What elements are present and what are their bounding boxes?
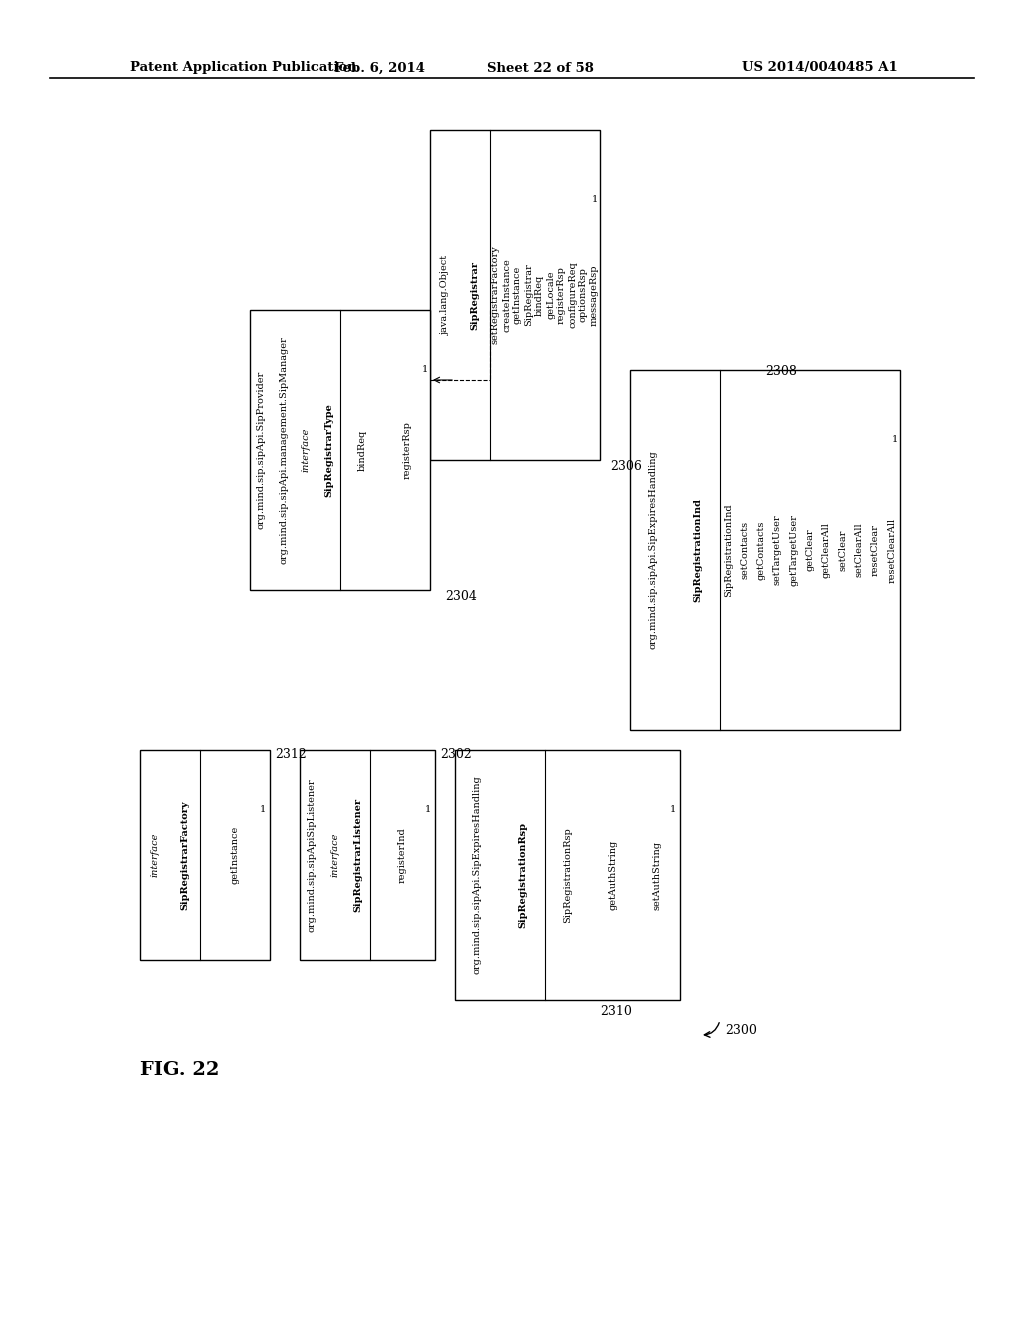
Text: 1: 1 — [892, 436, 898, 445]
Text: getClear: getClear — [806, 529, 814, 572]
Text: SipRegistrarType: SipRegistrarType — [325, 403, 333, 496]
Text: getClearAll: getClearAll — [822, 523, 830, 578]
Text: registerRsp: registerRsp — [403, 421, 412, 479]
Text: SipRegistrarFactory: SipRegistrarFactory — [180, 800, 189, 909]
Text: optionsRsp: optionsRsp — [579, 268, 588, 322]
Text: java.lang.Object: java.lang.Object — [440, 255, 450, 335]
Text: 2310: 2310 — [600, 1005, 632, 1018]
Text: configureReq: configureReq — [568, 261, 577, 329]
Bar — [455, 750, 680, 1001]
Text: setAuthString: setAuthString — [653, 841, 662, 909]
Text: registerInd: registerInd — [398, 828, 407, 883]
Text: 2306: 2306 — [610, 459, 642, 473]
Text: 1: 1 — [670, 805, 676, 814]
Bar — [250, 310, 430, 590]
Text: 1: 1 — [425, 805, 431, 814]
Text: 2302: 2302 — [440, 748, 472, 762]
Text: org.mind.sip.sipApi.SipProvider: org.mind.sip.sipApi.SipProvider — [257, 371, 266, 529]
Text: getInstance: getInstance — [230, 826, 240, 884]
Text: messageRsp: messageRsp — [590, 264, 599, 326]
Text: org.mind.sip.sipApiSipListener: org.mind.sip.sipApiSipListener — [307, 779, 316, 932]
Text: interface: interface — [151, 833, 160, 878]
Text: 2312: 2312 — [275, 748, 307, 762]
Text: 1: 1 — [260, 805, 266, 814]
Text: US 2014/0040485 A1: US 2014/0040485 A1 — [742, 62, 898, 74]
Text: getAuthString: getAuthString — [608, 840, 617, 909]
Text: registerRsp: registerRsp — [557, 267, 566, 323]
Text: org.mind.sip.sipApi.SipExpiresHandling: org.mind.sip.sipApi.SipExpiresHandling — [473, 776, 482, 974]
Bar — [630, 370, 900, 730]
Bar — [140, 750, 270, 960]
Text: SipRegistrarListener: SipRegistrarListener — [354, 797, 362, 912]
Text: Patent Application Publication: Patent Application Publication — [130, 62, 356, 74]
Text: bindReq: bindReq — [535, 275, 544, 315]
Bar — [300, 750, 435, 960]
Text: getContacts: getContacts — [757, 520, 765, 579]
Text: org.mind.sip.sipApi.management.SipManager: org.mind.sip.sipApi.management.SipManage… — [280, 337, 288, 564]
Text: resetClearAll: resetClearAll — [888, 517, 896, 582]
Text: org.mind.sip.sipApi.SipExpiresHandling: org.mind.sip.sipApi.SipExpiresHandling — [648, 450, 657, 649]
Text: 2304: 2304 — [445, 590, 477, 603]
Text: 2308: 2308 — [765, 366, 797, 378]
Text: 1: 1 — [422, 366, 428, 375]
Text: setRegistrarFactory: setRegistrarFactory — [490, 246, 500, 345]
Text: 1: 1 — [592, 195, 598, 205]
Text: SipRegistrationRsp: SipRegistrationRsp — [518, 822, 527, 928]
Text: 2300: 2300 — [725, 1023, 757, 1036]
Text: interface: interface — [302, 428, 310, 473]
Text: bindReq: bindReq — [358, 429, 367, 471]
Text: SipRegistrationInd: SipRegistrationInd — [693, 498, 702, 602]
Text: getInstance: getInstance — [513, 265, 522, 325]
Text: resetClear: resetClear — [871, 524, 880, 576]
Text: setClear: setClear — [839, 529, 847, 570]
Text: SipRegistrar: SipRegistrar — [470, 260, 479, 330]
Text: setTargetUser: setTargetUser — [773, 515, 781, 585]
Text: Sheet 22 of 58: Sheet 22 of 58 — [486, 62, 594, 74]
Text: FIG. 22: FIG. 22 — [140, 1061, 219, 1078]
Text: SipRegistrationRsp: SipRegistrationRsp — [563, 828, 572, 923]
Text: getLocale: getLocale — [546, 271, 555, 319]
Text: createInstance: createInstance — [502, 259, 511, 331]
Text: SipRegistrar: SipRegistrar — [524, 264, 534, 326]
Text: Feb. 6, 2014: Feb. 6, 2014 — [335, 62, 426, 74]
Text: getTargetUser: getTargetUser — [790, 513, 798, 586]
Text: setClearAll: setClearAll — [855, 523, 863, 577]
Text: SipRegistrationInd: SipRegistrationInd — [724, 503, 733, 597]
Text: setContacts: setContacts — [740, 521, 749, 579]
Text: interface: interface — [331, 833, 340, 878]
Bar — [430, 129, 600, 459]
